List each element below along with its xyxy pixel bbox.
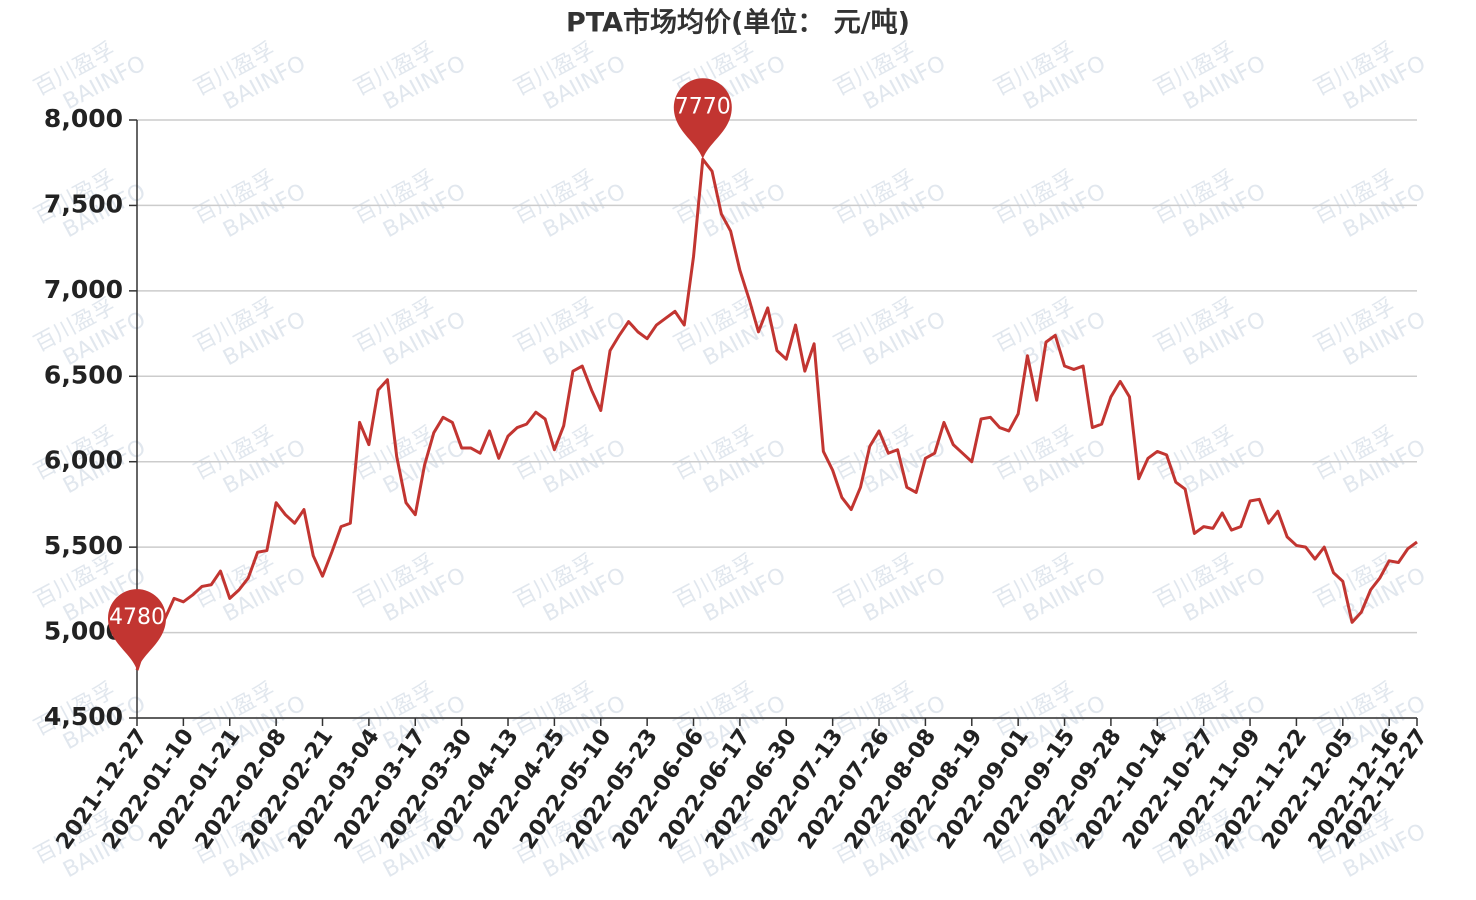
y-tick-label: 7,500 (44, 189, 123, 218)
line (135, 157, 1418, 671)
chart-title: PTA市场均价(单位： 元/吨) (566, 7, 910, 39)
y-tick-label: 5,500 (44, 531, 123, 560)
pin (673, 78, 732, 160)
y-tick-label: 7,000 (44, 275, 123, 304)
mark-point: 4780 (108, 589, 166, 671)
mark-point-label: 7770 (675, 94, 731, 119)
y-tick-label: 8,000 (44, 104, 123, 133)
y-tick-label: 6,500 (44, 360, 123, 389)
pin (108, 589, 166, 671)
y-tick-label: 6,000 (44, 446, 123, 475)
mark-point: 7770 (673, 78, 732, 160)
y-tick-label: 4,500 (44, 702, 123, 731)
mark-point-label: 4780 (109, 605, 165, 630)
